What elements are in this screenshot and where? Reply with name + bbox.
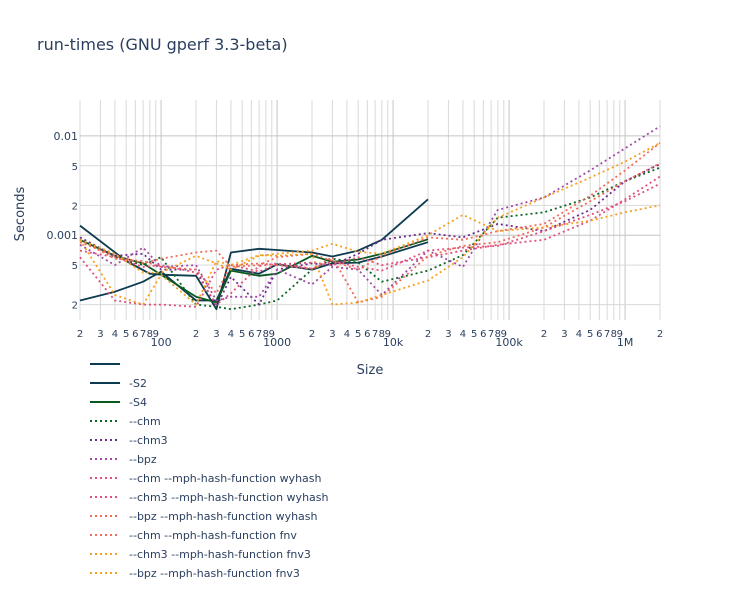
x-minor-tick-label: 6 (364, 329, 370, 340)
y-major-tick-label: 0.01 (54, 130, 79, 143)
x-minor-tick-label: 6 (248, 329, 254, 340)
x-major-tick-label: 1000 (263, 336, 291, 349)
legend-label-8: --bpz --mph-hash-function wyhash (129, 510, 318, 523)
x-minor-tick-label: 6 (480, 329, 486, 340)
x-minor-tick-label: 2 (425, 329, 431, 340)
x-minor-tick-label: 7 (140, 329, 146, 340)
legend-label-6: --chm --mph-hash-function wyhash (129, 472, 322, 485)
x-minor-tick-label: 8 (611, 329, 617, 340)
x-minor-tick-label: 3 (329, 329, 335, 340)
legend: -S2 -S4 --chm --chm3 --bpz --chm --mph-hash-f… (90, 363, 329, 580)
x-minor-tick-label: 8 (147, 329, 153, 340)
x-minor-tick-label: 2 (657, 329, 663, 340)
x-major-tick-label: 100 (151, 336, 172, 349)
legend-label-4: --chm3 (129, 434, 168, 447)
legend-label-3: --chm (129, 415, 161, 428)
series-line-10 (79, 204, 661, 274)
x-minor-tick-label: 7 (256, 329, 262, 340)
x-minor-tick-label: 5 (355, 329, 361, 340)
y-tick-labels: 2 5 2 5 0.001 0.01 (47, 130, 79, 312)
x-minor-tick-label: 7 (488, 329, 494, 340)
chart-title: run-times (GNU gperf 3.3-beta) (37, 35, 288, 54)
y-minor-tick-label: 2 (72, 201, 78, 212)
x-minor-tick-label: 9 (269, 329, 275, 340)
x-minor-tick-label: 4 (576, 329, 582, 340)
series-line-9 (79, 142, 661, 271)
y-major-tick-label: 0.001 (47, 229, 79, 242)
x-axis-title: Size (357, 363, 384, 378)
x-minor-tick-label: 3 (213, 329, 219, 340)
x-minor-tick-label: 4 (112, 329, 118, 340)
legend-label-1: -S2 (129, 377, 147, 390)
x-minor-tick-label: 9 (617, 329, 623, 340)
x-minor-tick-label: 2 (541, 329, 547, 340)
x-minor-tick-label: 8 (379, 329, 385, 340)
legend-label-9: --chm --mph-hash-function fnv (129, 529, 297, 542)
x-minor-tick-label: 2 (77, 329, 83, 340)
y-minor-tick-label: 2 (72, 301, 78, 312)
series-line-7 (79, 182, 661, 306)
y-minor-tick-label: 5 (72, 162, 78, 173)
legend-label-2: -S4 (129, 396, 147, 409)
x-minor-tick-label: 4 (228, 329, 234, 340)
series-line-5 (79, 125, 661, 302)
x-minor-tick-label: 7 (604, 329, 610, 340)
x-minor-tick-label: 4 (460, 329, 466, 340)
x-major-tick-label: 1M (617, 336, 634, 349)
x-minor-tick-label: 6 (596, 329, 602, 340)
x-minor-tick-label: 5 (587, 329, 593, 340)
x-minor-tick-label: 9 (385, 329, 391, 340)
series-line-4 (79, 163, 661, 308)
x-minor-tick-label: 5 (239, 329, 245, 340)
legend-label-11: --bpz --mph-hash-function fnv3 (129, 567, 300, 580)
y-minor-tick-label: 5 (72, 261, 78, 272)
series-line-2 (79, 238, 429, 304)
x-minor-tick-label: 4 (344, 329, 350, 340)
x-minor-tick-label: 3 (561, 329, 567, 340)
x-minor-tick-label: 5 (123, 329, 129, 340)
series-line-3 (79, 166, 661, 311)
x-minor-tick-label: 8 (495, 329, 501, 340)
series-layer (79, 125, 661, 311)
legend-label-5: --bpz (129, 453, 157, 466)
y-axis-title: Seconds (13, 186, 28, 241)
x-minor-tick-label: 9 (501, 329, 507, 340)
x-minor-tick-label: 3 (445, 329, 451, 340)
x-minor-tick-label: 2 (193, 329, 199, 340)
series-line-1 (79, 198, 429, 311)
x-minor-tick-label: 8 (263, 329, 269, 340)
x-minor-tick-label: 7 (372, 329, 378, 340)
x-major-tick-label: 100k (495, 336, 523, 349)
x-major-tick-label: 10k (383, 336, 404, 349)
grid-layer (79, 100, 661, 320)
x-minor-tick-label: 9 (153, 329, 159, 340)
legend-label-7: --chm3 --mph-hash-function wyhash (129, 491, 329, 504)
x-minor-tick-label: 5 (471, 329, 477, 340)
x-minor-tick-label: 6 (132, 329, 138, 340)
x-minor-tick-label: 3 (97, 329, 103, 340)
legend-label-10: --chm3 --mph-hash-function fnv3 (129, 548, 311, 561)
series-line-6 (79, 175, 661, 308)
x-minor-tick-label: 2 (309, 329, 315, 340)
